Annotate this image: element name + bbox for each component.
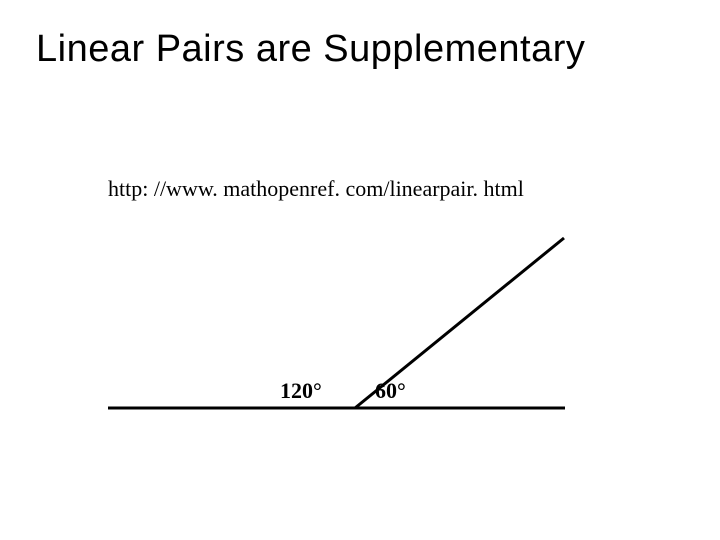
- linear-pair-diagram: [0, 0, 720, 540]
- angle-label-60: 60°: [375, 378, 406, 404]
- angle-label-120: 120°: [280, 378, 322, 404]
